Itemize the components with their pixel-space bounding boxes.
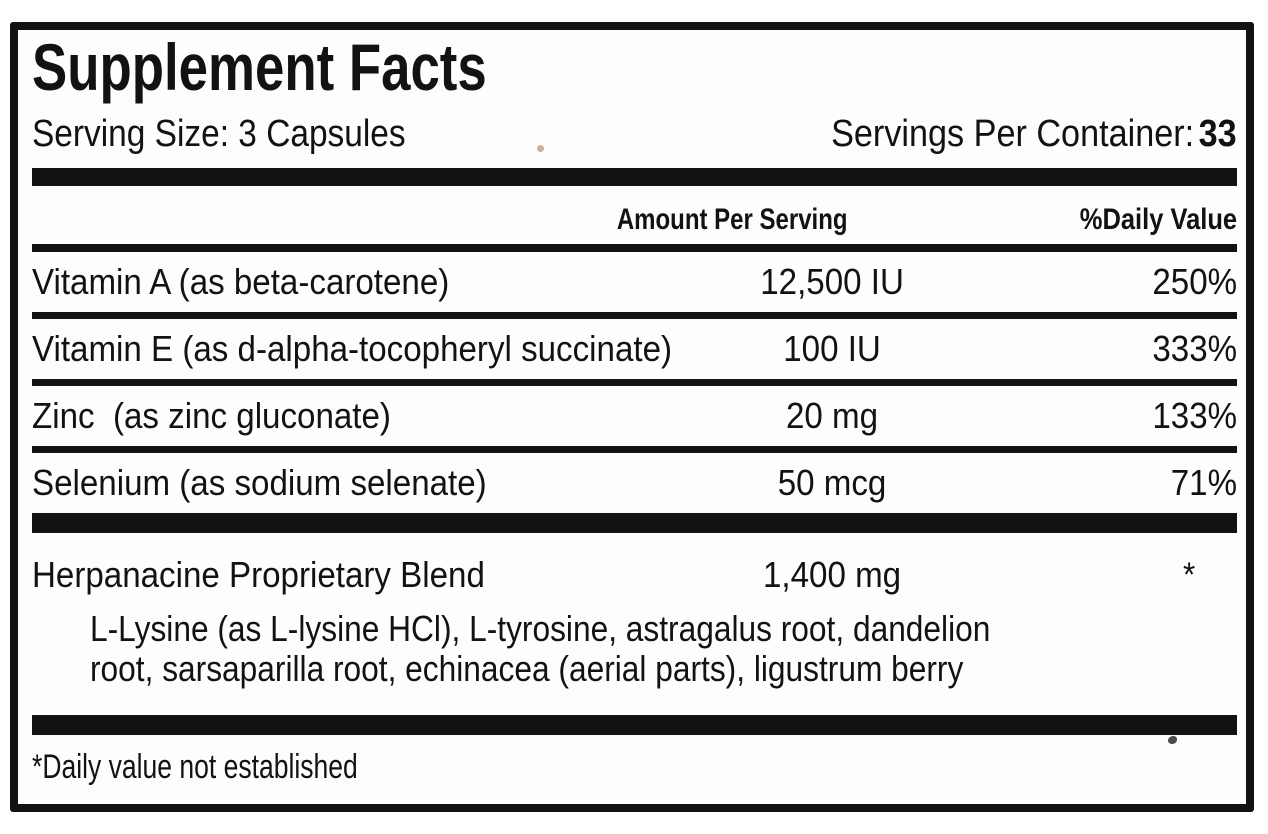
dv-column-header: %Daily Value	[1079, 203, 1237, 236]
blend-ingredients: L-Lysine (as L-lysine HCl), L-tyrosine, …	[90, 609, 1237, 689]
nutrient-row-vitamin-a: Vitamin A (as beta-carotene) 12,500 IU 2…	[32, 252, 1237, 312]
table-header-row: Amount Per Serving %Daily Value	[32, 186, 1237, 244]
blend-ingredients-text-2: root, sarsaparilla root, echinacea (aeri…	[90, 648, 964, 689]
dv-header-cell: %Daily Value	[997, 203, 1237, 237]
supplement-facts-panel: Supplement Facts Serving Size: 3 Capsule…	[10, 22, 1254, 812]
amount-header-cell: Amount Per Serving	[567, 203, 897, 237]
divider-bar-bottom	[32, 715, 1237, 735]
nutrient-dv-cell: 250%	[997, 261, 1237, 303]
scan-speck	[537, 145, 544, 152]
panel-title-text: Supplement Facts	[32, 30, 487, 104]
scan-speck	[1168, 736, 1177, 744]
panel-title: Supplement Facts	[32, 32, 1237, 102]
nutrient-name: Selenium (as sodium selenate)	[32, 462, 487, 503]
blend-ingredients-text-1: L-Lysine (as L-lysine HCl), L-tyrosine, …	[90, 608, 991, 649]
row-separator-line	[32, 446, 1237, 453]
blend-amount: 1,400 mg	[762, 554, 902, 595]
nutrient-dv: 250%	[1152, 261, 1237, 302]
nutrient-dv: 333%	[1152, 328, 1237, 369]
nutrient-dv-cell: 333%	[997, 328, 1237, 370]
nutrient-name-cell: Vitamin E (as d-alpha-tocopheryl succina…	[32, 328, 672, 370]
nutrient-amount-cell: 100 IU	[667, 328, 997, 370]
servings-per-container: Servings Per Container: 33	[831, 110, 1237, 158]
servings-per-container-value: 33	[1198, 113, 1237, 155]
nutrient-name: Zinc (as zinc gluconate)	[32, 395, 391, 436]
blend-ingredients-line: root, sarsaparilla root, echinacea (aeri…	[90, 649, 1237, 689]
nutrient-amount-cell: 20 mg	[667, 395, 997, 437]
blend-name: Herpanacine Proprietary Blend	[32, 554, 485, 595]
nutrient-amount: 50 mcg	[777, 462, 887, 503]
nutrient-name-cell: Selenium (as sodium selenate)	[32, 462, 667, 504]
divider-bar-top	[32, 168, 1237, 186]
nutrient-row-selenium: Selenium (as sodium selenate) 50 mcg 71%	[32, 453, 1237, 513]
footnote-row: *Daily value not established	[32, 747, 1237, 787]
nutrient-row-zinc: Zinc (as zinc gluconate) 20 mg 133%	[32, 386, 1237, 446]
nutrient-name-cell: Vitamin A (as beta-carotene)	[32, 261, 667, 303]
nutrient-name: Vitamin E (as d-alpha-tocopheryl succina…	[32, 328, 673, 369]
row-separator-line	[32, 312, 1237, 319]
nutrient-dv-cell: 133%	[997, 395, 1237, 437]
servings-per-container-label: Servings Per Container:	[831, 113, 1195, 155]
divider-bar-middle	[32, 513, 1237, 533]
amount-column-header: Amount Per Serving	[616, 203, 848, 236]
nutrient-amount: 12,500 IU	[760, 261, 904, 302]
nutrient-amount: 20 mg	[785, 395, 879, 436]
blend-dv-asterisk: *	[1182, 555, 1195, 594]
blend-amount-cell: 1,400 mg	[667, 554, 997, 596]
serving-size: Serving Size: 3 Capsules	[32, 113, 406, 155]
nutrient-dv-cell: 71%	[997, 462, 1237, 504]
nutrient-amount-cell: 50 mcg	[667, 462, 997, 504]
nutrient-amount-cell: 12,500 IU	[667, 261, 997, 303]
nutrient-amount: 100 IU	[783, 328, 881, 369]
blend-name-cell: Herpanacine Proprietary Blend	[32, 554, 667, 596]
header-separator-line	[32, 244, 1237, 252]
nutrient-row-vitamin-e: Vitamin E (as d-alpha-tocopheryl succina…	[32, 319, 1237, 379]
proprietary-blend-row: Herpanacine Proprietary Blend 1,400 mg *	[32, 533, 1237, 595]
serving-row: Serving Size: 3 Capsules Servings Per Co…	[32, 110, 1237, 158]
nutrient-name-cell: Zinc (as zinc gluconate)	[32, 395, 667, 437]
blend-dv-cell: *	[997, 556, 1237, 595]
blend-ingredients-line: L-Lysine (as L-lysine HCl), L-tyrosine, …	[90, 609, 1237, 649]
nutrient-dv: 71%	[1170, 462, 1237, 503]
row-separator-line	[32, 379, 1237, 386]
nutrient-dv: 133%	[1152, 395, 1237, 436]
footnote-text: *Daily value not established	[32, 748, 358, 786]
nutrient-name: Vitamin A (as beta-carotene)	[32, 261, 450, 302]
